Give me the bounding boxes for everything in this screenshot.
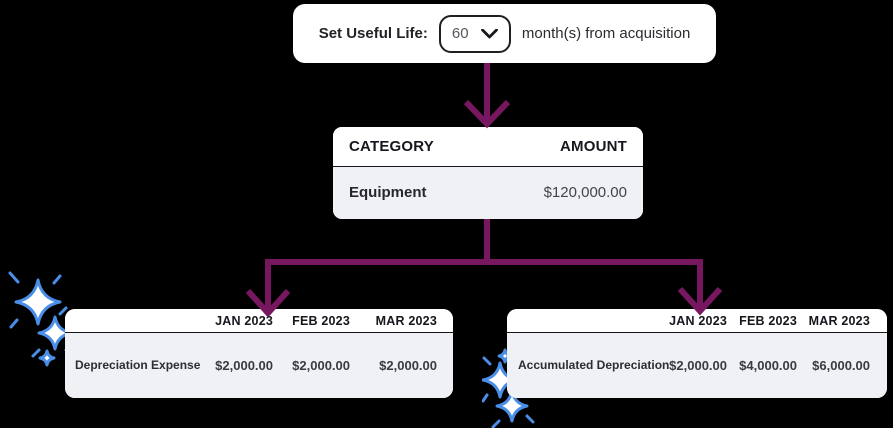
- amount-header-cell: AMOUNT: [559, 137, 627, 155]
- amount-cell: $120,000.00: [543, 184, 627, 201]
- value-cell: $4,000.00: [739, 357, 797, 373]
- category-table: CATEGORY AMOUNT Equipment $120,000.00: [333, 127, 643, 219]
- row-label: Depreciation Expense: [75, 358, 201, 373]
- depreciation-expense-table: JAN 2023 FEB 2023 MAR 2023 Depreciation …: [65, 309, 453, 398]
- month-header-cell: MAR 2023: [375, 313, 437, 328]
- month-header-cell: FEB 2023: [739, 313, 797, 328]
- value-cell: $2,000.00: [379, 357, 437, 373]
- chevron-down-icon: [480, 28, 498, 38]
- month-header-cell: MAR 2023: [808, 313, 870, 328]
- arrow-right-head: [677, 286, 723, 316]
- value-cell: $2,000.00: [215, 357, 273, 373]
- month-header-cell: FEB 2023: [292, 313, 350, 328]
- useful-life-dropdown[interactable]: 60: [438, 14, 511, 53]
- accumulated-table-header: JAN 2023 FEB 2023 MAR 2023: [507, 309, 887, 333]
- month-header-cell: JAN 2023: [215, 313, 273, 328]
- table-row: Depreciation Expense $2,000.00 $2,000.00…: [65, 333, 453, 398]
- category-header-cell: CATEGORY: [349, 137, 434, 155]
- category-table-header: CATEGORY AMOUNT: [333, 127, 643, 167]
- table-row: Equipment $120,000.00: [333, 166, 643, 219]
- category-cell: Equipment: [349, 184, 427, 201]
- expense-table-header: JAN 2023 FEB 2023 MAR 2023: [65, 309, 453, 333]
- arrow-top-head: [463, 99, 511, 129]
- row-label: Accumulated Depreciation: [518, 358, 670, 373]
- useful-life-card: Set Useful Life: 60 month(s) from acquis…: [293, 4, 716, 63]
- useful-life-value: 60: [451, 25, 469, 42]
- value-cell: $2,000.00: [292, 357, 350, 373]
- value-cell: $2,000.00: [669, 357, 727, 373]
- accumulated-depreciation-table: JAN 2023 FEB 2023 MAR 2023 Accumulated D…: [507, 309, 887, 398]
- useful-life-label: Set Useful Life:: [318, 25, 428, 42]
- month-header-cell: JAN 2023: [669, 313, 727, 328]
- table-row: Accumulated Depreciation $2,000.00 $4,00…: [507, 333, 887, 398]
- arrow-branch-horizontal: [265, 259, 703, 265]
- months-suffix-label: month(s) from acquisition: [521, 25, 691, 42]
- value-cell: $6,000.00: [812, 357, 870, 373]
